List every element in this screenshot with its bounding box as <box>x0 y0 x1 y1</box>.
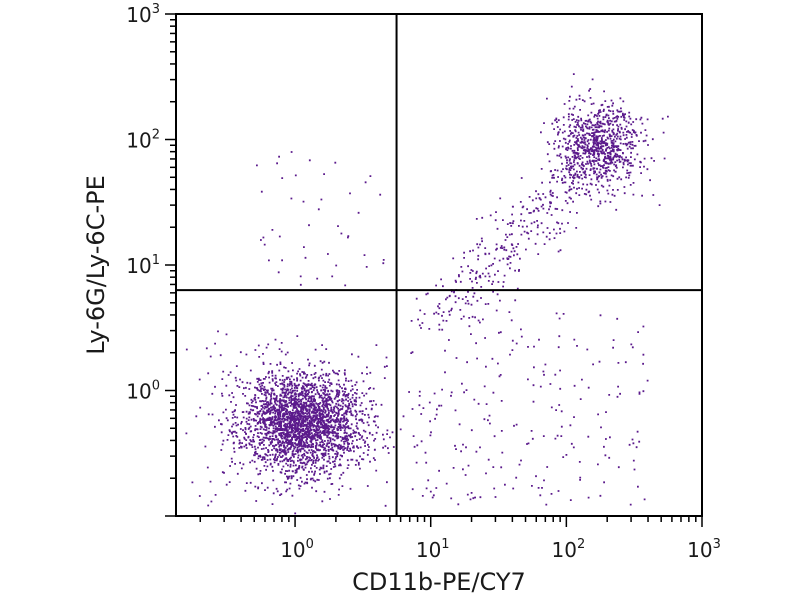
x-tick-label: 102 <box>551 537 585 562</box>
axis-ticks: 100 101 102 103 100 101 102 103 <box>126 2 721 562</box>
y-tick-label: 102 <box>126 128 160 153</box>
event-dots <box>185 73 669 515</box>
y-axis-title: Ly-6G/Ly-6C-PE <box>82 175 110 355</box>
y-tick-label: 100 <box>126 379 160 404</box>
x-tick-label: 103 <box>687 537 721 562</box>
y-tick-label: 101 <box>126 253 160 278</box>
data-points <box>185 73 669 515</box>
y-tick-label: 103 <box>126 2 160 27</box>
x-axis-title: CD11b-PE/CY7 <box>352 568 526 596</box>
x-tick-label: 100 <box>280 537 314 562</box>
x-tick-label: 101 <box>416 537 450 562</box>
